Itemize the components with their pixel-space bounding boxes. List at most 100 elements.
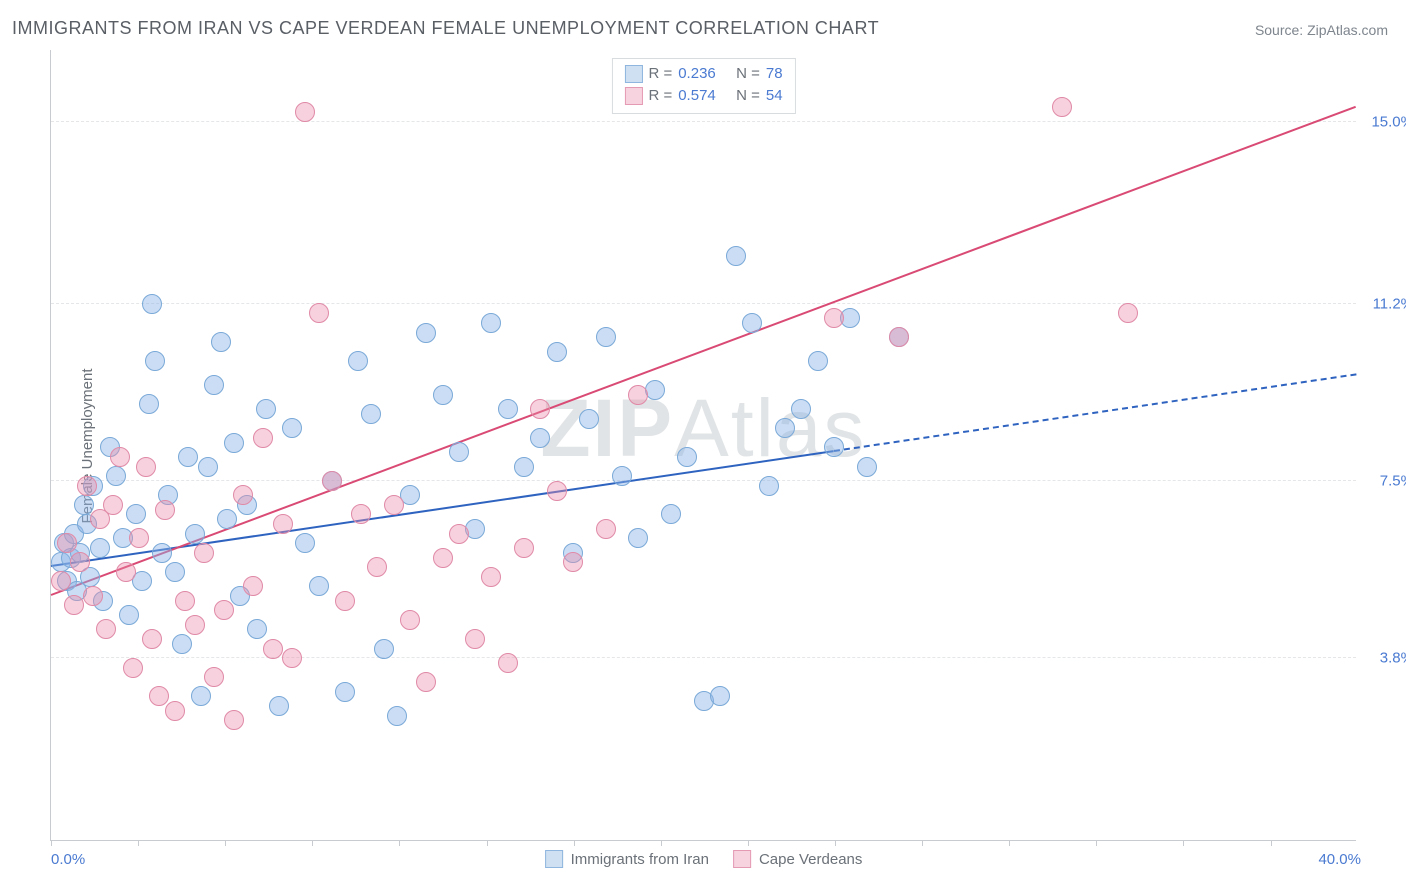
data-point-iran [198,457,218,477]
data-point-capeverde [547,481,567,501]
data-point-capeverde [628,385,648,405]
data-point-iran [791,399,811,419]
x-minor-tick [138,840,139,846]
data-point-capeverde [263,639,283,659]
data-point-capeverde [481,567,501,587]
data-point-iran [178,447,198,467]
x-minor-tick [399,840,400,846]
data-point-capeverde [367,557,387,577]
data-point-capeverde [142,629,162,649]
legend-label-capeverde: Cape Verdeans [759,851,862,868]
data-point-iran [145,351,165,371]
x-tick-max: 40.0% [1318,851,1361,868]
data-point-iran [191,686,211,706]
data-point-iran [759,476,779,496]
data-point-capeverde [433,548,453,568]
data-point-capeverde [563,552,583,572]
data-point-capeverde [416,672,436,692]
data-point-capeverde [1052,97,1072,117]
data-point-capeverde [149,686,169,706]
series-legend: Immigrants from Iran Cape Verdeans [545,850,863,868]
trend-line [834,374,1356,453]
x-minor-tick [574,840,575,846]
data-point-capeverde [96,619,116,639]
y-tick-label: 15.0% [1364,113,1406,130]
data-point-capeverde [110,447,130,467]
x-minor-tick [487,840,488,846]
x-minor-tick [922,840,923,846]
r-value-capeverde: 0.574 [678,85,716,107]
data-point-capeverde [351,504,371,524]
x-minor-tick [835,840,836,846]
data-point-capeverde [514,538,534,558]
data-point-capeverde [70,552,90,572]
data-point-capeverde [530,399,550,419]
data-point-iran [256,399,276,419]
x-tick-min: 0.0% [51,851,85,868]
data-point-iran [726,246,746,266]
n-value-iran: 78 [766,63,783,85]
swatch-iran [545,850,563,868]
data-point-capeverde [465,629,485,649]
data-point-capeverde [233,485,253,505]
data-point-iran [295,533,315,553]
x-minor-tick [1183,840,1184,846]
data-point-capeverde [384,495,404,515]
source-name: ZipAtlas.com [1307,22,1388,38]
r-value-iran: 0.236 [678,63,716,85]
swatch-capeverde [733,850,751,868]
data-point-capeverde [129,528,149,548]
data-point-iran [142,294,162,314]
data-point-capeverde [282,648,302,668]
x-minor-tick [661,840,662,846]
chart-title: IMMIGRANTS FROM IRAN VS CAPE VERDEAN FEM… [12,18,879,39]
legend-item-capeverde: Cape Verdeans [733,850,862,868]
data-point-iran [106,466,126,486]
x-minor-tick [1009,840,1010,846]
swatch-iran [624,65,642,83]
data-point-iran [808,351,828,371]
data-point-iran [282,418,302,438]
data-point-capeverde [155,500,175,520]
data-point-iran [481,313,501,333]
data-point-capeverde [136,457,156,477]
chart-container: IMMIGRANTS FROM IRAN VS CAPE VERDEAN FEM… [0,0,1406,892]
n-label: N = [736,63,760,85]
data-point-capeverde [309,303,329,323]
x-minor-tick [1096,840,1097,846]
data-point-iran [211,332,231,352]
data-point-iran [824,437,844,457]
gridline [51,121,1356,122]
scatter-plot: ZIPAtlas R = 0.236 N = 78 R = 0.574 N = … [50,50,1356,841]
data-point-iran [449,442,469,462]
data-point-iran [710,686,730,706]
data-point-iran [433,385,453,405]
data-point-iran [309,576,329,596]
r-label: R = [648,63,672,85]
data-point-iran [387,706,407,726]
data-point-capeverde [123,658,143,678]
data-point-iran [498,399,518,419]
source-prefix: Source: [1255,22,1307,38]
data-point-capeverde [214,600,234,620]
data-point-capeverde [57,533,77,553]
x-minor-tick [312,840,313,846]
watermark: ZIPAtlas [541,382,867,476]
data-point-capeverde [400,610,420,630]
data-point-iran [126,504,146,524]
data-point-capeverde [824,308,844,328]
data-point-capeverde [116,562,136,582]
legend-row-capeverde: R = 0.574 N = 54 [624,85,782,107]
data-point-iran [530,428,550,448]
data-point-iran [514,457,534,477]
data-point-iran [348,351,368,371]
data-point-capeverde [449,524,469,544]
data-point-capeverde [253,428,273,448]
data-point-capeverde [335,591,355,611]
data-point-capeverde [889,327,909,347]
data-point-iran [335,682,355,702]
data-point-capeverde [194,543,214,563]
data-point-iran [74,495,94,515]
y-tick-label: 3.8% [1364,650,1406,667]
data-point-capeverde [51,571,71,591]
